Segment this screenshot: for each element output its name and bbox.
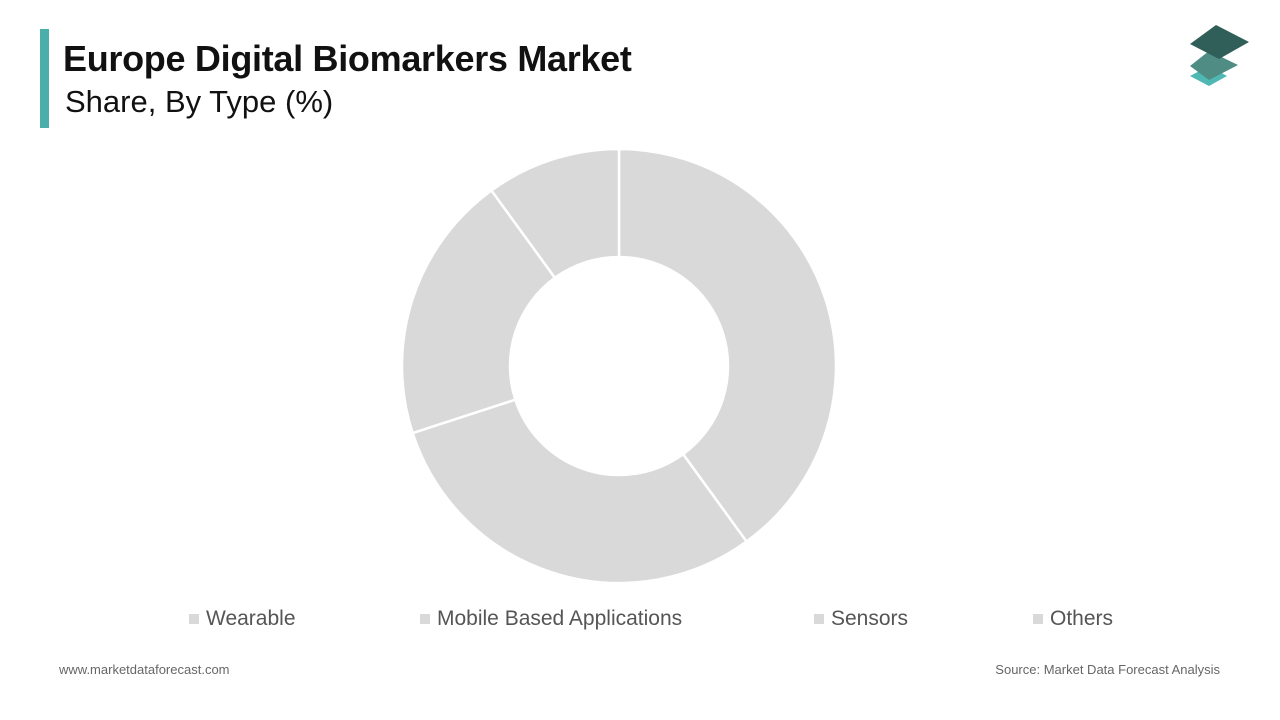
logo-layer-middle <box>1190 51 1238 80</box>
legend-swatch <box>1033 614 1043 624</box>
logo-layer-top <box>1190 25 1249 59</box>
chart-legend: Wearable Mobile Based Applications Sensors… <box>0 606 1280 632</box>
footer-website: www.marketdataforecast.com <box>59 662 230 677</box>
pie-slice-mobile-based-applications <box>411 398 749 585</box>
pie-slice-wearable <box>617 147 838 544</box>
legend-swatch <box>420 614 430 624</box>
legend-item-sensors: Sensors <box>814 606 908 632</box>
legend-item-mobile-based-applications: Mobile Based Applications <box>420 606 682 632</box>
brand-logo-icon <box>1190 25 1249 86</box>
title-accent-bar <box>40 29 49 128</box>
chart-subtitle: Share, By Type (%) <box>65 84 334 119</box>
pie-slice-others <box>489 147 621 280</box>
footer-source: Source: Market Data Forecast Analysis <box>995 662 1220 677</box>
legend-label: Wearable <box>206 607 296 630</box>
legend-label: Sensors <box>831 607 909 630</box>
pie-slice-sensors <box>400 188 557 435</box>
chart-title: Europe Digital Biomarkers Market <box>63 38 632 79</box>
legend-label: Others <box>1050 607 1114 630</box>
legend-swatch <box>814 614 824 624</box>
legend-swatch <box>189 614 199 624</box>
legend-item-wearable: Wearable <box>189 606 296 632</box>
legend-label: Mobile Based Applications <box>437 607 683 630</box>
legend-item-others: Others <box>1033 606 1113 632</box>
